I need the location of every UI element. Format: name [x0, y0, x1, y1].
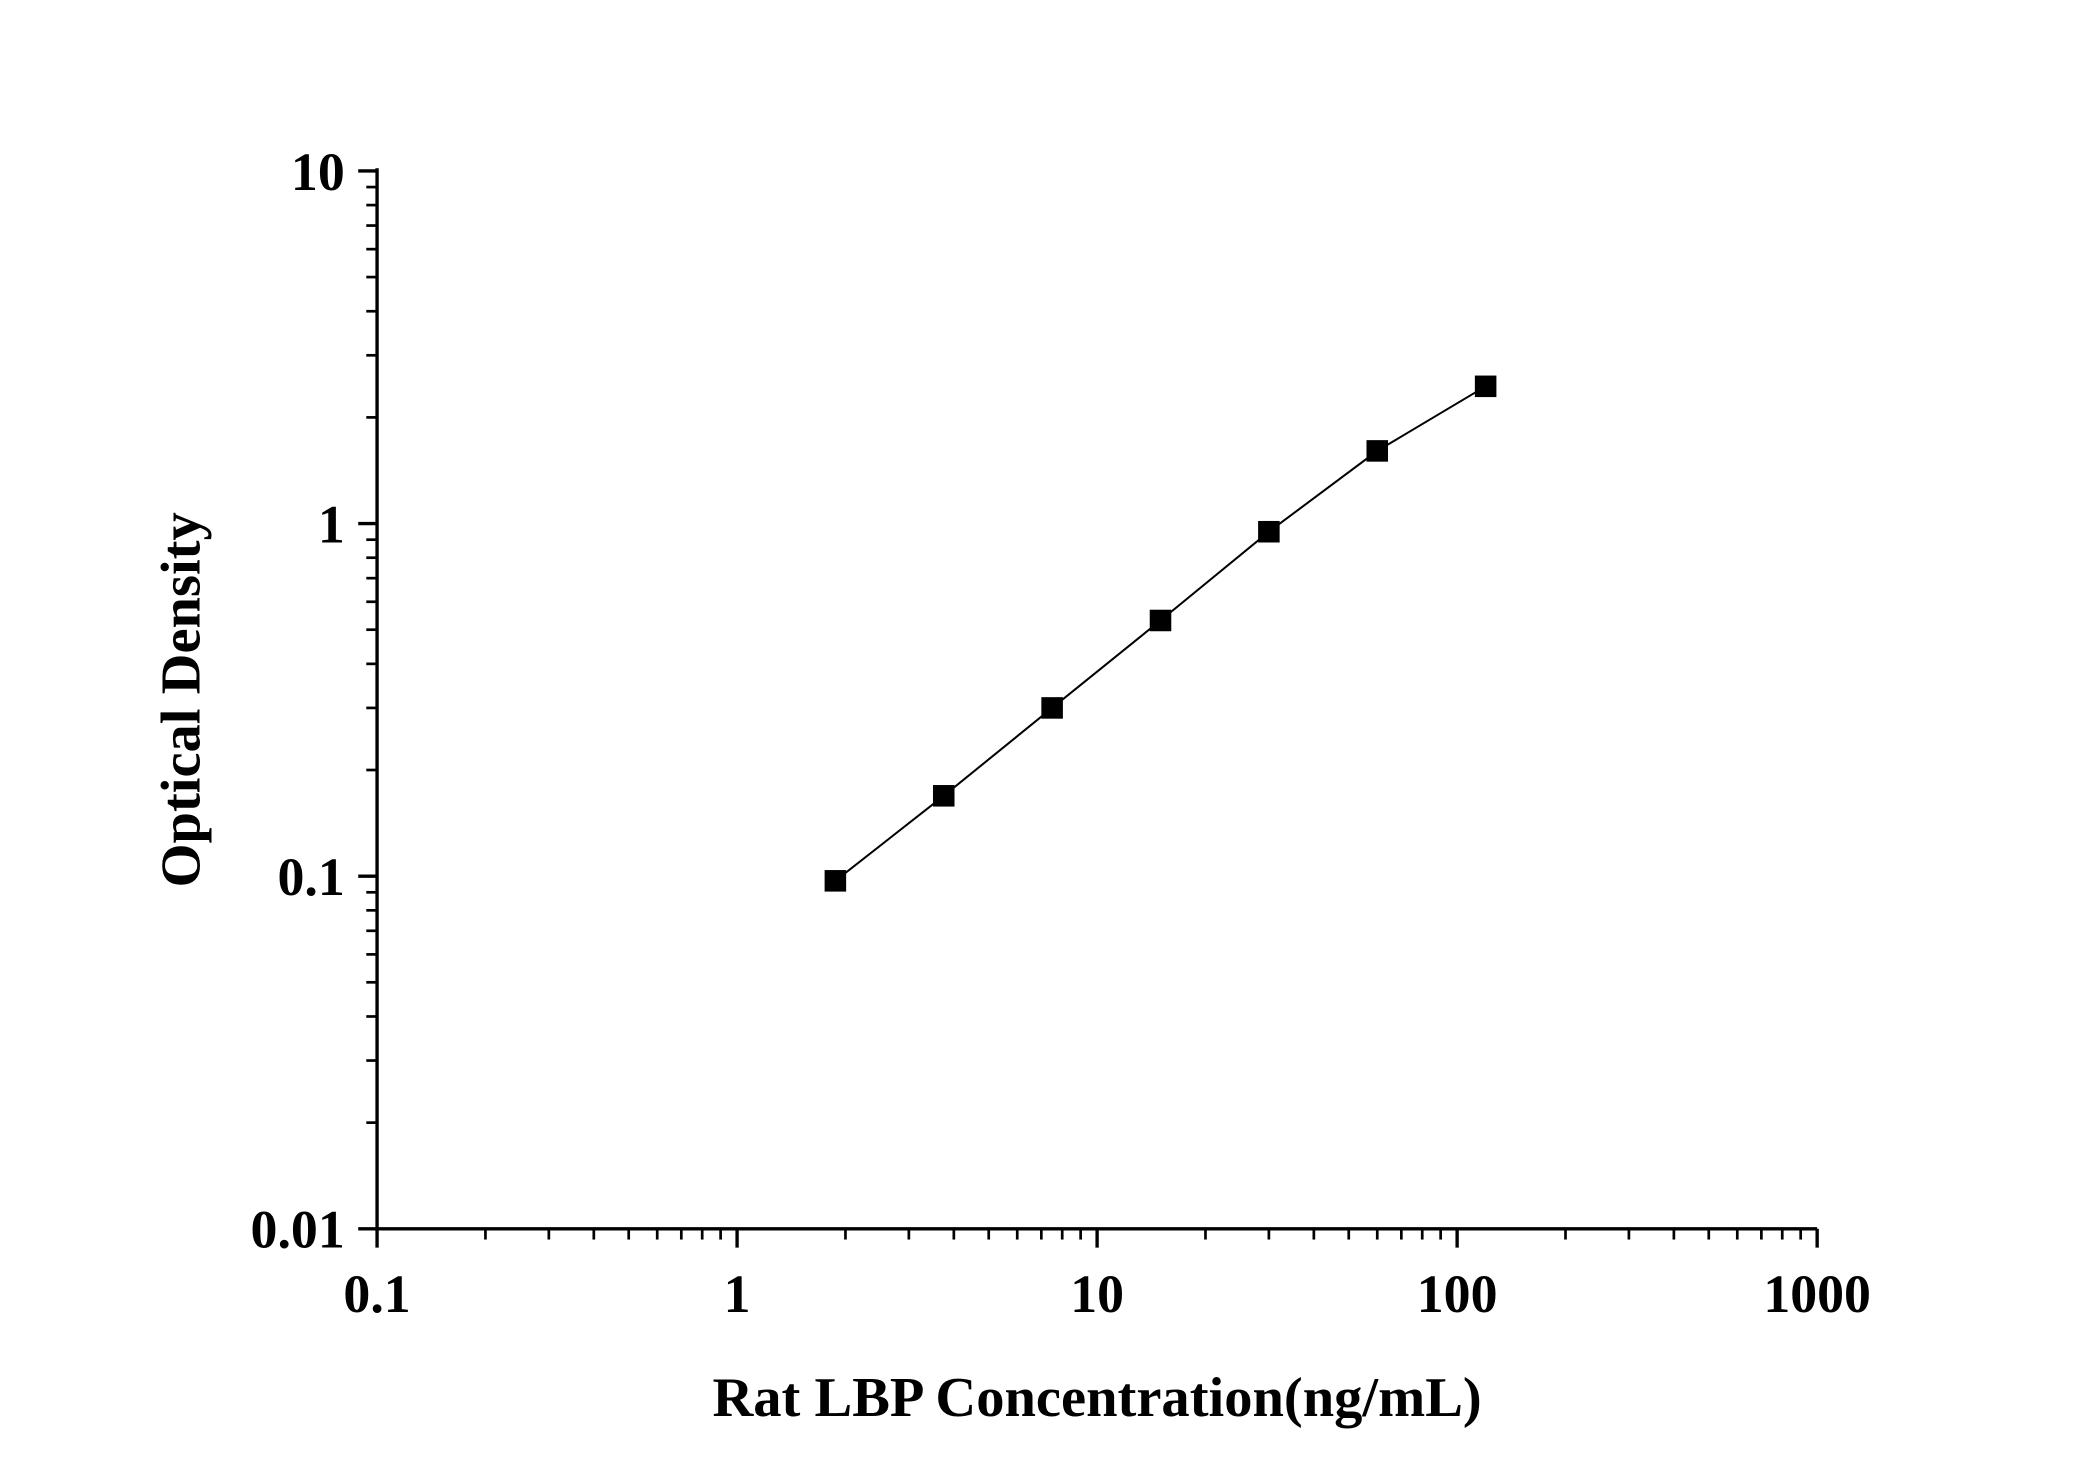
x-tick-label: 1	[724, 1264, 751, 1324]
data-point	[932, 785, 955, 807]
data-point	[1474, 375, 1497, 398]
series	[824, 375, 1497, 892]
series-line	[834, 385, 1487, 882]
data-point	[1366, 440, 1389, 462]
x-axis-label: Rat LBP Concentration(ng/mL)	[712, 1367, 1481, 1429]
y-tick-label: 0.1	[277, 847, 344, 907]
data-point	[1041, 697, 1063, 719]
x-tick-label: 100	[1417, 1264, 1498, 1324]
x-tick-label: 0.1	[343, 1264, 410, 1324]
data-point	[1149, 609, 1172, 632]
y-tick-label: 1	[318, 494, 345, 554]
y-tick-label: 0.01	[251, 1200, 345, 1260]
x-tick-label: 1000	[1763, 1264, 1871, 1324]
y-tick-label: 10	[291, 142, 345, 202]
data-point	[1258, 520, 1280, 543]
y-axis-label: Optical Density	[150, 512, 212, 887]
axes	[358, 168, 1819, 1248]
x-tick-label: 10	[1070, 1264, 1124, 1324]
data-point	[824, 870, 847, 892]
